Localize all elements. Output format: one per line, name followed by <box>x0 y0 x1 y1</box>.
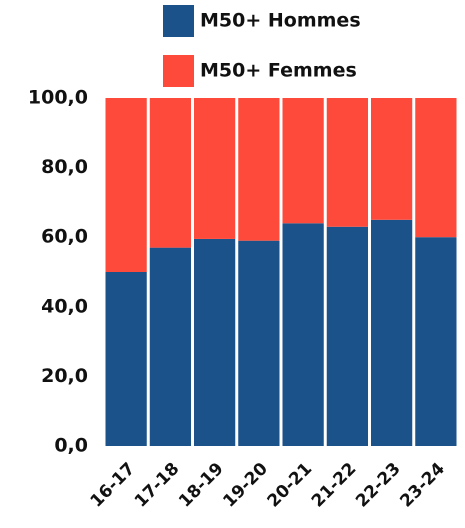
bar-segment <box>194 98 236 239</box>
legend-label: M50+ Hommes <box>200 10 361 32</box>
bar-segment <box>371 98 413 220</box>
bar-segment <box>282 223 324 446</box>
x-tick-label: 18-19 <box>175 459 228 512</box>
y-tick-label: 20,0 <box>41 365 88 387</box>
legend-label: M50+ Femmes <box>200 60 357 82</box>
bar-segment <box>105 272 147 446</box>
bar-segment <box>149 247 191 446</box>
bar-segment <box>282 98 324 224</box>
y-tick-label: 40,0 <box>41 295 88 317</box>
x-tick-label: 17-18 <box>131 459 184 512</box>
x-tick-label: 19-20 <box>219 459 272 512</box>
bar-segment <box>415 237 457 446</box>
bar-segment <box>326 98 368 227</box>
x-tick-label: 23-24 <box>396 459 449 512</box>
y-tick-label: 100,0 <box>28 87 88 109</box>
y-tick-label: 60,0 <box>41 226 88 248</box>
y-tick-label: 0,0 <box>54 435 88 457</box>
bar-segment <box>415 98 457 238</box>
bar-segment <box>105 98 147 272</box>
bar-segment <box>194 238 236 446</box>
bar-segment <box>238 98 280 241</box>
x-tick-label: 20-21 <box>264 459 317 512</box>
x-tick-label: 22-23 <box>352 459 405 512</box>
bar-segment <box>149 98 191 248</box>
x-tick-label: 21-22 <box>308 459 361 512</box>
bar-segment <box>326 226 368 446</box>
bar-segment <box>371 219 413 446</box>
bar-segment <box>238 240 280 446</box>
legend-swatch <box>163 5 194 37</box>
legend-swatch <box>163 55 194 87</box>
y-tick-label: 80,0 <box>41 156 88 178</box>
x-tick-label: 16-17 <box>87 459 140 512</box>
